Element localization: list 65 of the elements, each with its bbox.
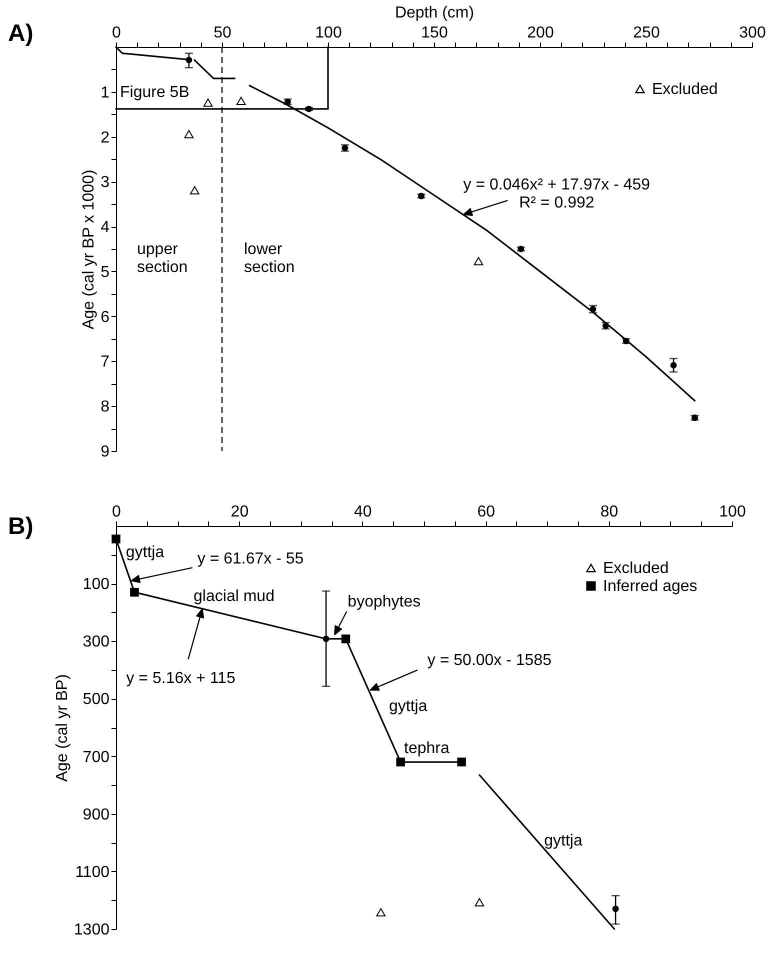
annotation: y = 50.00x - 1585 xyxy=(427,652,552,670)
y-tick-label: 1300 xyxy=(74,922,110,938)
y-tick-label: 8 xyxy=(100,398,110,416)
point xyxy=(112,534,120,544)
y-tick-label: 500 xyxy=(82,691,110,708)
chart-title: A) xyxy=(8,20,34,47)
annotation: Figure 5B xyxy=(120,84,190,101)
x-tick-label: 100 xyxy=(315,24,342,42)
annotation: lower section xyxy=(244,241,295,276)
point xyxy=(341,634,350,644)
y-tick-label: 1100 xyxy=(75,864,110,881)
point xyxy=(457,758,466,766)
y-tick-label: 900 xyxy=(82,806,110,824)
annotation: tephra xyxy=(404,740,450,757)
x-tick-label: 20 xyxy=(230,504,249,520)
x-tick-label: 250 xyxy=(633,24,660,42)
x-tick-label: 300 xyxy=(739,24,766,42)
annotation: upper section xyxy=(137,241,188,276)
point xyxy=(474,256,484,266)
annotation: y = 61.67x - 55 xyxy=(197,550,304,568)
legend-label: Excluded xyxy=(652,81,718,98)
y-tick-label: 5 xyxy=(100,264,110,281)
y-tick-label: 6 xyxy=(100,308,110,326)
chart-title: B) xyxy=(8,513,34,540)
annotation: gyttja xyxy=(544,832,582,850)
legend-label: Excluded xyxy=(603,560,669,577)
annotation: glacial mud xyxy=(194,588,274,605)
point xyxy=(612,906,619,912)
y-tick-label: 1 xyxy=(100,84,110,102)
y-tick-label: 100 xyxy=(82,576,110,594)
x-tick-label: 0 xyxy=(112,24,122,42)
point xyxy=(670,362,677,368)
y-axis-title: Age (cal yr BP) xyxy=(54,674,71,782)
x-tick-label: 40 xyxy=(354,504,372,520)
point xyxy=(376,908,386,916)
y-tick-label: 3 xyxy=(100,174,110,192)
x-tick-label: 0 xyxy=(112,504,122,520)
x-tick-label: 200 xyxy=(527,24,554,42)
y-tick-label: 2 xyxy=(100,129,110,146)
point xyxy=(130,588,139,597)
y-tick-label: 4 xyxy=(100,219,110,236)
annotation: byophytes xyxy=(348,594,421,611)
point xyxy=(203,98,213,107)
y-tick-label: 700 xyxy=(82,748,110,766)
point xyxy=(396,758,405,766)
x-tick-label: 50 xyxy=(214,24,232,42)
annotation: y = 0.046x² + 17.97x - 459 R² = 0.992 xyxy=(463,176,650,212)
point xyxy=(236,96,246,105)
y-tick-label: 9 xyxy=(100,444,110,460)
y-axis-title: Age (cal yr BP x 1000) xyxy=(80,170,98,330)
y-tick-label: 7 xyxy=(100,354,110,371)
x-tick-label: 60 xyxy=(477,504,496,520)
annotation: gyttja xyxy=(126,544,164,561)
y-tick-label: 300 xyxy=(82,634,110,651)
x-tick-label: 150 xyxy=(421,24,448,42)
x-axis-title: Depth (cm) xyxy=(394,4,474,22)
x-tick-label: 100 xyxy=(719,504,746,520)
point xyxy=(474,898,484,906)
point xyxy=(322,636,330,642)
annotation: y = 5.16x + 115 xyxy=(126,670,236,688)
legend-label: Inferred ages xyxy=(603,578,698,595)
annotation: gyttja xyxy=(389,698,428,715)
point xyxy=(184,130,194,138)
x-tick-label: 80 xyxy=(600,504,618,520)
point xyxy=(190,186,200,194)
